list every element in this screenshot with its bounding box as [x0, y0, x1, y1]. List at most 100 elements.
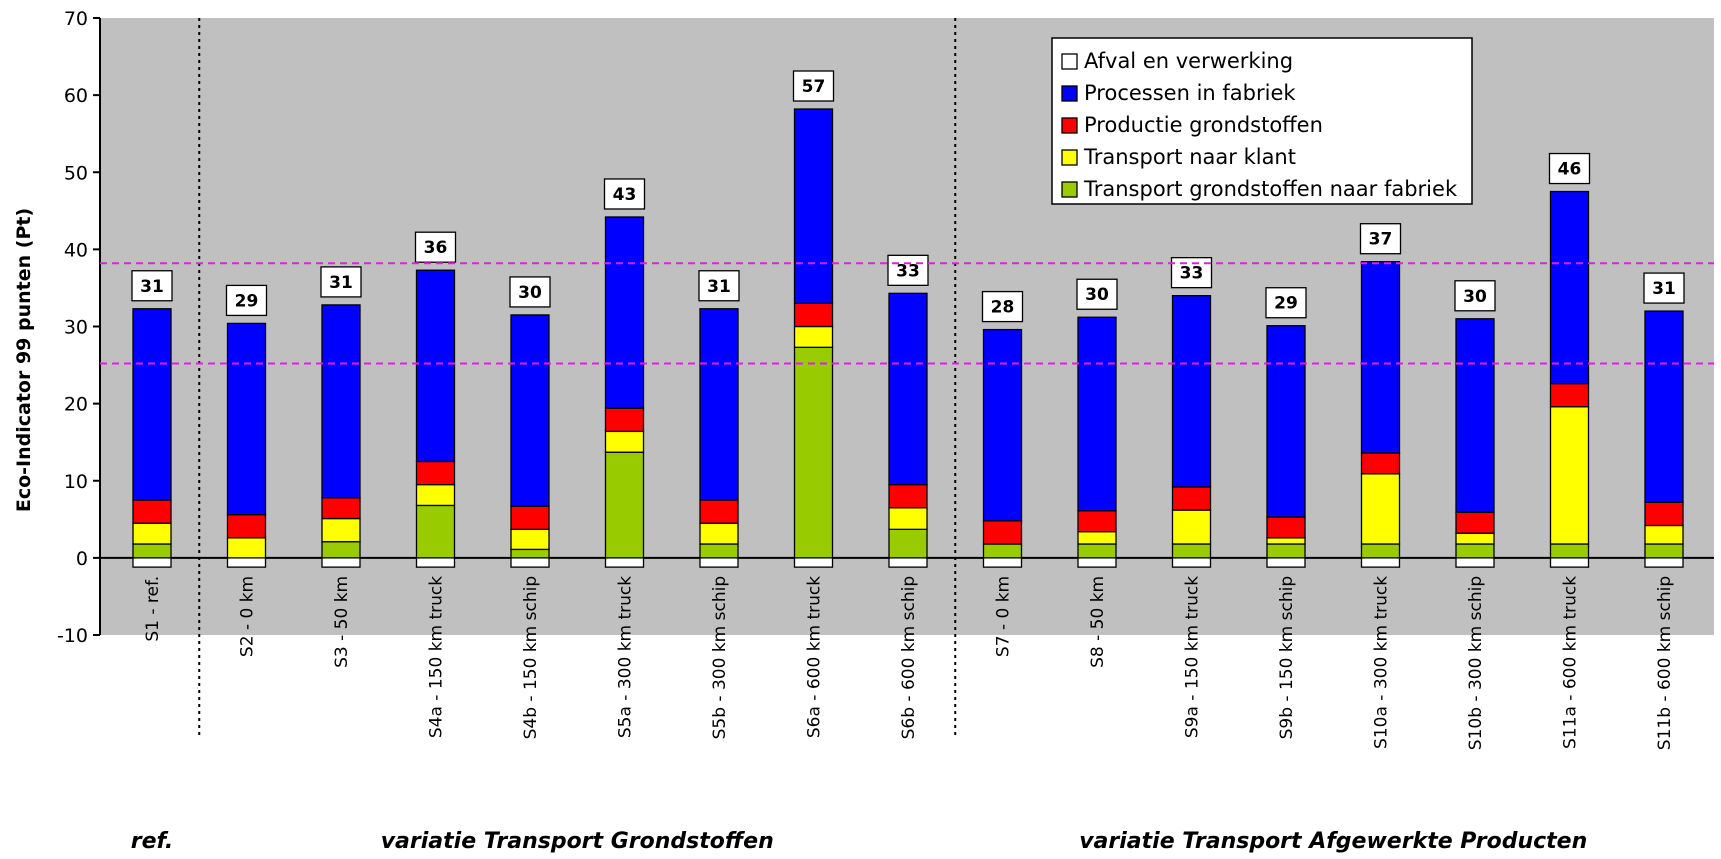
value-label-box: [1454, 280, 1496, 312]
value-label-box: [792, 70, 835, 102]
value-label: 31: [329, 273, 353, 293]
bar-segment: [1266, 537, 1306, 545]
bar-segment: [1360, 473, 1401, 545]
bar-segment: [1360, 261, 1401, 454]
bar-segment: [226, 557, 267, 568]
bar-segment: [1360, 557, 1401, 568]
bar-segment: [793, 325, 834, 348]
group-label: variatie Transport Grondstoffen: [381, 829, 774, 854]
bar-segment: [1644, 524, 1684, 545]
y-tick-label: 20: [64, 394, 88, 416]
x-tick-label: S7 - 0 km: [994, 576, 1014, 657]
bar-segment: [1171, 294, 1212, 488]
y-axis-label: Eco-Indicator 99 punten (Pt): [13, 208, 35, 512]
x-tick-label: S4b - 150 km schip: [521, 576, 541, 740]
labels: 31 S1 - ref. 29 S2 - 0 km 31 S3 - 50 km 36 S4a …: [100, 70, 1714, 854]
bar-segment: [415, 460, 456, 486]
bar-segment: [1171, 486, 1212, 511]
bar-segment: [982, 328, 1023, 522]
y-tick-label: 70: [64, 8, 88, 30]
y-tick-label: 40: [64, 239, 88, 261]
x-tick-label: S11b - 600 km schip: [1655, 576, 1675, 750]
bar-segment: [1644, 543, 1684, 559]
bar-segment: [132, 499, 172, 524]
bar-segment: [132, 543, 172, 559]
legend-box: [1051, 37, 1473, 205]
bar-segment: [699, 543, 739, 559]
value-label-box: [887, 254, 929, 286]
bar-segment: [1266, 516, 1306, 539]
group-label: variatie Transport Afgewerkte Producten: [1079, 829, 1587, 854]
value-label: 30: [518, 283, 542, 303]
value-label-box: [320, 266, 362, 298]
bar-segment: [888, 483, 928, 509]
value-label: 31: [707, 277, 731, 297]
value-label: 57: [802, 77, 826, 97]
bar-segment: [321, 541, 361, 559]
y-tick-label: -10: [57, 625, 88, 647]
bar-segment: [226, 322, 267, 516]
x-tick-label: S9b - 150 km schip: [1277, 576, 1297, 740]
bar-segment: [1077, 543, 1117, 559]
bar-segment: [1549, 190, 1590, 385]
bar-segment: [1077, 316, 1117, 512]
legend-swatch: [1061, 117, 1078, 134]
value-label: 46: [1558, 160, 1582, 180]
bar-segment: [793, 557, 834, 568]
bar-segment: [132, 522, 172, 545]
bar-segment: [321, 497, 361, 520]
axes: -10 0 10 20 30 40 50 60 70: [57, 8, 1714, 647]
bar-segment: [888, 528, 928, 559]
legend-swatch: [1061, 53, 1078, 70]
bar-segment: [888, 292, 928, 486]
bar-segment: [1549, 406, 1590, 545]
bar-segment: [415, 483, 456, 507]
value-label: 37: [1369, 230, 1393, 250]
bar-segment: [1360, 452, 1401, 475]
bar-segment: [226, 537, 267, 559]
bar-segment: [510, 557, 550, 568]
bar-segment: [415, 557, 456, 568]
bar-segment: [226, 514, 267, 539]
bar-segment: [1644, 310, 1684, 503]
bar-segment: [982, 557, 1023, 568]
x-tick-label: S1 - ref.: [143, 576, 163, 642]
bar-segment: [604, 430, 645, 453]
bar-segment: [415, 269, 456, 463]
bar-segment: [1644, 501, 1684, 527]
value-label-box: [1076, 278, 1118, 310]
x-tick-label: S10a - 300 km truck: [1372, 576, 1392, 749]
value-label-box: [225, 284, 268, 317]
bar-segment: [1455, 318, 1495, 514]
value-label-box: [698, 270, 740, 302]
bar-segment: [510, 314, 550, 507]
x-tick-label: S3 - 50 km: [332, 576, 352, 668]
value-label-box: [1643, 272, 1685, 304]
bar-segment: [132, 557, 172, 568]
x-tick-label: S9a - 150 km truck: [1183, 576, 1203, 738]
bar-segment: [604, 557, 645, 568]
bar-segment: [510, 505, 550, 530]
bar-segment: [1266, 325, 1306, 518]
bar-segment: [1266, 543, 1306, 559]
value-label: 33: [1180, 264, 1204, 284]
bar-segment: [699, 499, 739, 524]
value-label: 28: [991, 298, 1015, 318]
y-tick-label: 0: [76, 548, 88, 570]
x-tick-label: S6b - 600 km schip: [899, 576, 919, 740]
bar-segment: [699, 522, 739, 545]
y-tick-label: 10: [64, 471, 88, 493]
bar-segment: [1455, 557, 1495, 568]
bar-segment: [415, 504, 456, 559]
bar-segment: [982, 543, 1023, 559]
legend-entry: Transport grondstoffen naar fabriek: [1083, 177, 1458, 201]
bar-segment: [510, 528, 550, 551]
y-tick-label: 60: [64, 85, 88, 107]
bar-segment: [1455, 532, 1495, 545]
value-label: 31: [140, 277, 164, 297]
legend-entry: Productie grondstoffen: [1084, 113, 1323, 137]
bar-segment: [1549, 543, 1590, 559]
bar-segment: [1171, 509, 1212, 545]
bar-segment: [1171, 543, 1212, 559]
